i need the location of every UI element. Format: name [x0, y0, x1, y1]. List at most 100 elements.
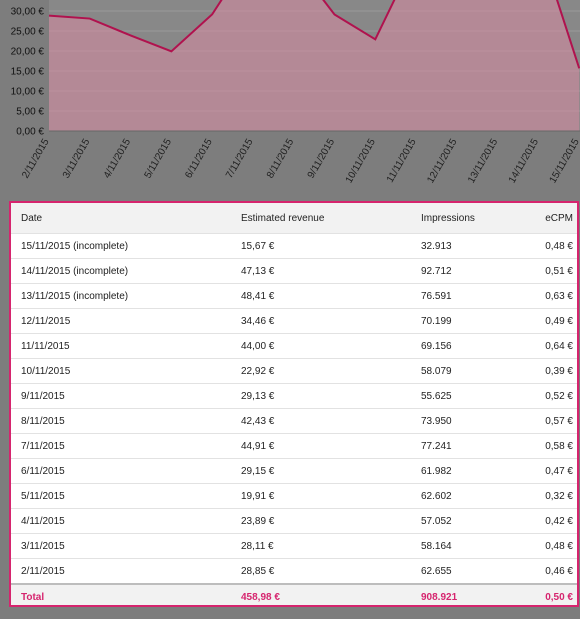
cell-ecpm: 0,64 €: [535, 333, 577, 359]
cell-impressions: 32.913: [411, 233, 535, 259]
x-tick-label: 4/11/2015: [102, 137, 134, 181]
cell-date: 10/11/2015: [11, 358, 231, 384]
y-tick-label: 20,00 €: [11, 47, 45, 58]
x-tick-label: 11/11/2015: [385, 137, 419, 185]
cell-ecpm: 0,48 €: [535, 233, 577, 259]
cell-revenue: 23,89 €: [231, 508, 411, 534]
cell-date: 13/11/2015 (incomplete): [11, 283, 231, 309]
table-header-row: Date Estimated revenue Impressions eCPM: [11, 203, 577, 234]
cell-ecpm: 0,52 €: [535, 383, 577, 409]
cell-date: 11/11/2015: [11, 333, 231, 359]
cell-impressions: 73.950: [411, 408, 535, 434]
cell-impressions: 62.602: [411, 483, 535, 509]
x-tick-label: 14/11/2015: [507, 137, 541, 186]
cell-ecpm: 0,32 €: [535, 483, 577, 509]
cell-date: 9/11/2015: [11, 383, 231, 409]
cell-revenue: 28,85 €: [231, 558, 411, 584]
cell-date: 8/11/2015: [11, 408, 231, 434]
column-header-revenue[interactable]: Estimated revenue: [231, 203, 411, 234]
table-row: 12/11/2015 34,46 €70.199 0,49 €: [11, 308, 577, 334]
column-header-date[interactable]: Date: [11, 203, 231, 234]
total-ecpm: 0,50 €: [535, 583, 577, 605]
total-revenue: 458,98 €: [231, 583, 411, 605]
cell-ecpm: 0,58 €: [535, 433, 577, 459]
x-tick-label: 2/11/2015: [20, 137, 52, 181]
y-tick-label: 25,00 €: [11, 27, 45, 38]
table-row: 4/11/2015 23,89 €57.052 0,42 €: [11, 508, 577, 534]
cell-date: 15/11/2015 (incomplete): [11, 233, 231, 259]
x-tick-label: 6/11/2015: [183, 137, 215, 181]
cell-ecpm: 0,47 €: [535, 458, 577, 484]
table-row: 15/11/2015 (incomplete) 15,67 €32.913 0,48…: [11, 233, 577, 259]
cell-revenue: 44,00 €: [231, 333, 411, 359]
revenue-chart: 0,00 € 5,00 € 10,00 € 15,00 € 20,00 € 25,00 €…: [0, 0, 580, 195]
table-row: 13/11/2015 (incomplete) 48,41 €76.591 0,63…: [11, 283, 577, 309]
cell-revenue: 44,91 €: [231, 433, 411, 459]
cell-date: 14/11/2015 (incomplete): [11, 258, 231, 284]
cell-impressions: 77.241: [411, 433, 535, 459]
cell-date: 6/11/2015: [11, 458, 231, 484]
cell-impressions: 57.052: [411, 508, 535, 534]
column-header-ecpm[interactable]: eCPM: [535, 203, 577, 234]
cell-date: 5/11/2015: [11, 483, 231, 509]
cell-date: 7/11/2015: [11, 433, 231, 459]
cell-revenue: 29,13 €: [231, 383, 411, 409]
cell-revenue: 48,41 €: [231, 283, 411, 309]
cell-impressions: 62.655: [411, 558, 535, 584]
cell-date: 2/11/2015: [11, 558, 231, 584]
y-tick-label: 10,00 €: [11, 87, 45, 98]
cell-ecpm: 0,39 €: [535, 358, 577, 384]
cell-impressions: 58.079: [411, 358, 535, 384]
revenue-table: Date Estimated revenue Impressions eCPM …: [11, 203, 577, 605]
cell-ecpm: 0,57 €: [535, 408, 577, 434]
x-tick-label: 10/11/2015: [344, 137, 378, 186]
series-line: [48, 0, 580, 69]
y-tick-label: 5,00 €: [16, 107, 44, 118]
cell-impressions: 76.591: [411, 283, 535, 309]
column-header-impressions[interactable]: Impressions: [411, 203, 535, 234]
table-row: 11/11/2015 44,00 €69.156 0,64 €: [11, 333, 577, 359]
x-tick-label: 8/11/2015: [265, 137, 297, 181]
table-row: 6/11/2015 29,15 €61.982 0,47 €: [11, 458, 577, 484]
total-row: Total 458,98 € 908.921 0,50 €: [11, 583, 577, 605]
y-tick-label: 0,00 €: [16, 127, 44, 138]
table-body: 15/11/2015 (incomplete) 15,67 €32.913 0,48…: [11, 233, 577, 584]
cell-revenue: 28,11 €: [231, 533, 411, 559]
x-tick-label: 7/11/2015: [224, 137, 256, 181]
x-tick-label: 5/11/2015: [143, 137, 175, 181]
table-row: 10/11/2015 22,92 €58.079 0,39 €: [11, 358, 577, 384]
cell-revenue: 15,67 €: [231, 233, 411, 259]
total-impressions: 908.921: [411, 583, 535, 605]
cell-impressions: 92.712: [411, 258, 535, 284]
table-row: 2/11/2015 28,85 €62.655 0,46 €: [11, 558, 577, 584]
cell-date: 3/11/2015: [11, 533, 231, 559]
y-tick-label: 30,00 €: [11, 7, 45, 18]
cell-date: 4/11/2015: [11, 508, 231, 534]
table-row: 8/11/2015 42,43 €73.950 0,57 €: [11, 408, 577, 434]
series-area: [49, 0, 580, 131]
revenue-chart-svg: 0,00 € 5,00 € 10,00 € 15,00 € 20,00 € 25,00 €…: [11, 0, 580, 186]
total-label: Total: [11, 583, 231, 605]
cell-impressions: 55.625: [411, 383, 535, 409]
revenue-table-panel: Date Estimated revenue Impressions eCPM …: [9, 201, 579, 607]
table-row: 3/11/2015 28,11 €58.164 0,48 €: [11, 533, 577, 559]
cell-revenue: 42,43 €: [231, 408, 411, 434]
table-row: 14/11/2015 (incomplete) 47,13 €92.712 0,51…: [11, 258, 577, 284]
cell-ecpm: 0,49 €: [535, 308, 577, 334]
x-tick-label: 12/11/2015: [425, 137, 459, 186]
table-row: 7/11/2015 44,91 €77.241 0,58 €: [11, 433, 577, 459]
y-tick-label: 15,00 €: [11, 67, 45, 78]
cell-ecpm: 0,48 €: [535, 533, 577, 559]
x-tick-label: 13/11/2015: [466, 137, 500, 186]
cell-ecpm: 0,42 €: [535, 508, 577, 534]
cell-revenue: 29,15 €: [231, 458, 411, 484]
cell-revenue: 47,13 €: [231, 258, 411, 284]
cell-impressions: 69.156: [411, 333, 535, 359]
x-tick-label: 15/11/2015: [548, 137, 580, 186]
cell-impressions: 70.199: [411, 308, 535, 334]
cell-date: 12/11/2015: [11, 308, 231, 334]
cell-revenue: 34,46 €: [231, 308, 411, 334]
cell-revenue: 22,92 €: [231, 358, 411, 384]
cell-ecpm: 0,51 €: [535, 258, 577, 284]
cell-impressions: 58.164: [411, 533, 535, 559]
